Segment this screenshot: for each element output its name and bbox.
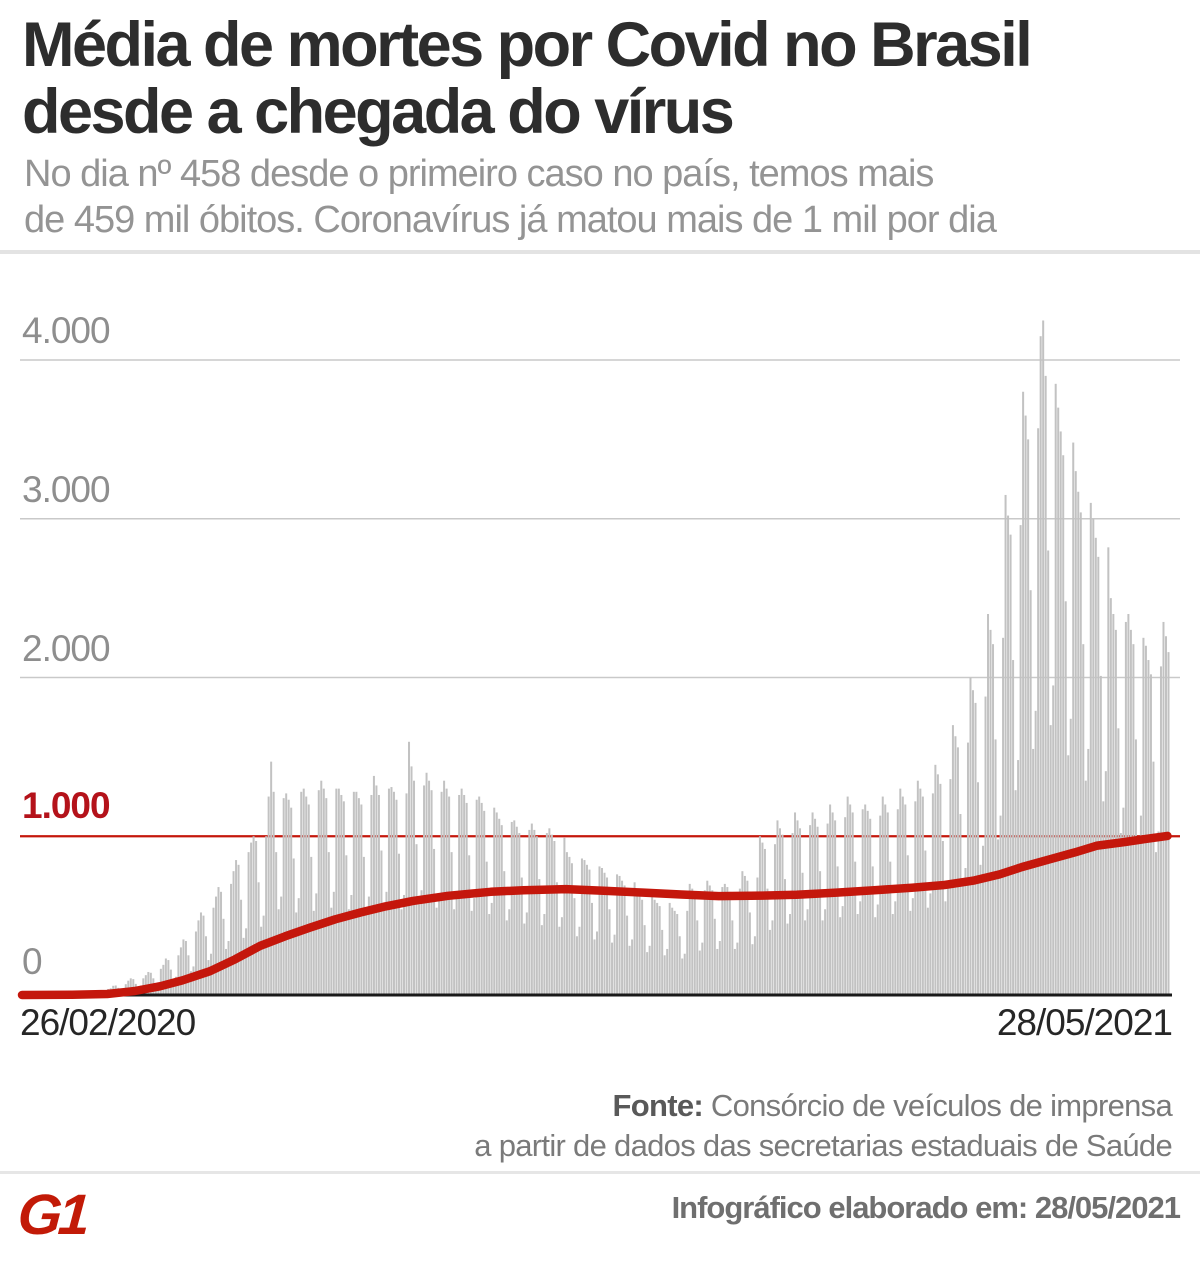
source-line-1: Fonte: Consórcio de veículos de imprensa	[474, 1086, 1172, 1126]
chart-title-line-1: Média de mortes por Covid no Brasil	[22, 10, 1033, 80]
chart-title: Média de mortes por Covid no Brasil desd…	[22, 10, 1033, 147]
chart-subtitle: No dia nº 458 desde o primeiro caso no p…	[24, 152, 997, 243]
y-tick-label-0: 0	[22, 941, 43, 982]
x-axis-label-start: 26/02/2020	[20, 1002, 196, 1043]
y-tick-label-2000: 2.000	[22, 628, 111, 669]
y-tick-label-1000-highlight: 1.000	[22, 785, 111, 826]
source-label: Fonte:	[612, 1088, 703, 1123]
daily-deaths-bars	[67, 320, 1170, 996]
chart-subtitle-line-2: de 459 mil óbitos. Coronavírus já matou …	[24, 198, 997, 241]
chart-title-line-2: desde a chegada do vírus	[22, 76, 735, 147]
y-tick-label-4000: 4.000	[22, 310, 111, 351]
source-line-2: a partir de dados das secretarias estadu…	[474, 1128, 1172, 1164]
y-tick-label-3000: 3.000	[22, 469, 111, 510]
footer-divider	[0, 1171, 1200, 1174]
source-text-1: Consórcio de veículos de imprensa	[710, 1088, 1173, 1123]
g1-logo: G1	[15, 1183, 89, 1247]
source-note: Fonte: Consórcio de veículos de imprensa…	[474, 1086, 1172, 1167]
x-axis-label-end: 28/05/2021	[996, 1002, 1173, 1043]
average-deaths-line	[17, 831, 1172, 1000]
chart-subtitle-line-1: No dia nº 458 desde o primeiro caso no p…	[24, 153, 934, 195]
header-divider	[0, 250, 1200, 254]
credit-note: Infográfico elaborado em: 28/05/2021	[671, 1190, 1181, 1225]
